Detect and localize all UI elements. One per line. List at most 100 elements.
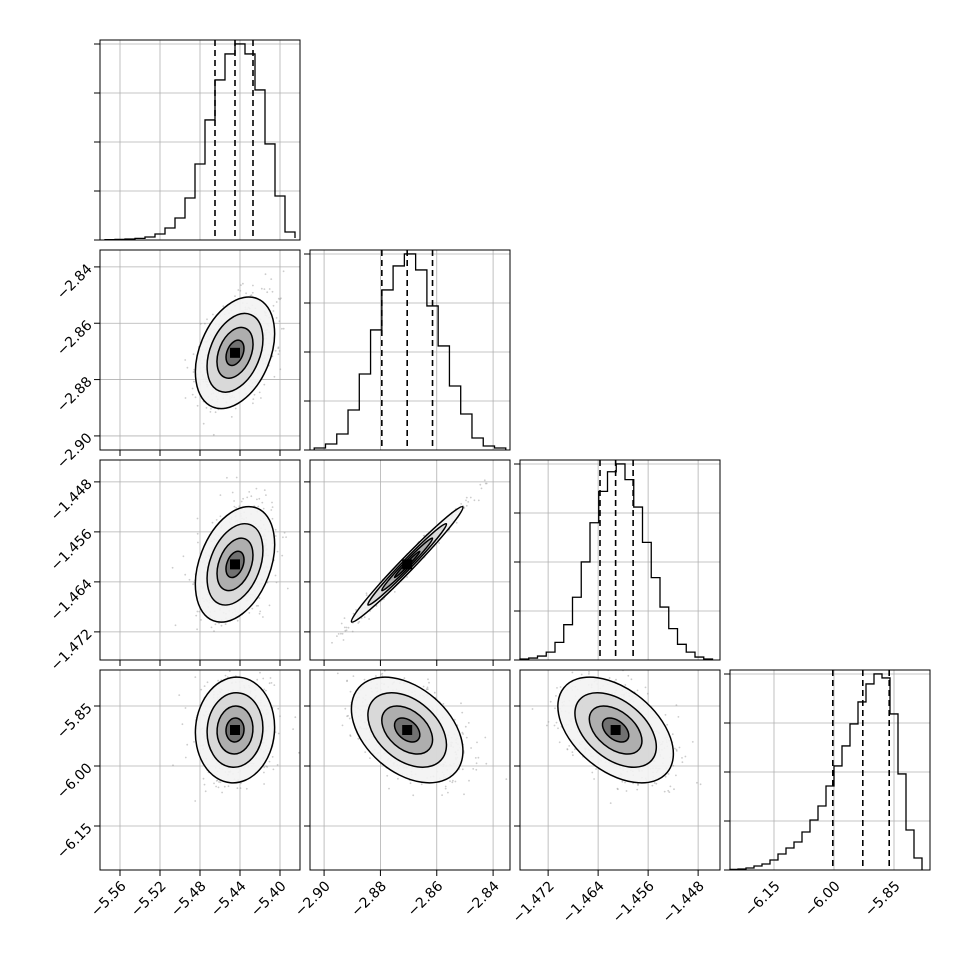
sample-point — [274, 528, 277, 531]
sample-point — [191, 393, 194, 396]
sample-point — [220, 624, 223, 627]
sample-point — [336, 635, 338, 637]
sample-point — [298, 751, 300, 754]
sample-point — [237, 289, 240, 291]
sample-point — [671, 733, 674, 736]
sample-point — [272, 310, 275, 312]
pair-panel-2-3 — [514, 669, 721, 876]
sample-point — [197, 541, 199, 544]
sample-point — [447, 791, 449, 794]
sample-point — [422, 534, 425, 537]
sample-point — [234, 295, 236, 297]
sample-point — [181, 723, 184, 726]
sample-point — [261, 501, 264, 504]
sample-point — [363, 616, 366, 619]
sample-point — [277, 297, 280, 300]
pair-panel-1-2 — [304, 459, 511, 666]
sample-point — [271, 506, 274, 508]
sample-point — [349, 735, 352, 737]
panel-content — [310, 656, 510, 870]
sample-point — [357, 622, 360, 624]
sample-point — [218, 781, 220, 783]
panel-frame — [729, 669, 931, 871]
panel-frame — [99, 669, 301, 871]
sample-point — [195, 614, 198, 617]
sample-point — [259, 671, 261, 674]
sample-point — [349, 690, 352, 693]
panel-frame — [99, 459, 301, 661]
panel-frame — [519, 459, 721, 661]
sample-point — [188, 578, 191, 581]
sample-point — [219, 515, 222, 518]
sample-point — [292, 728, 294, 730]
sample-point — [278, 320, 281, 322]
sample-point — [239, 787, 242, 789]
sample-point — [281, 554, 284, 557]
sample-point — [331, 641, 333, 644]
sample-point — [276, 550, 279, 553]
sample-point — [251, 607, 254, 610]
sample-point — [250, 294, 253, 297]
sample-point — [227, 785, 230, 788]
sample-point — [263, 383, 266, 386]
sample-point — [271, 517, 274, 520]
sample-point — [342, 639, 345, 641]
sample-point — [265, 494, 267, 496]
sample-point — [286, 587, 289, 590]
sample-point — [412, 794, 415, 797]
sample-point — [464, 725, 467, 728]
sample-point — [265, 765, 267, 768]
pair-panel-0-3 — [94, 669, 301, 876]
sample-point — [651, 784, 654, 787]
contour-3 — [225, 550, 245, 579]
sample-point — [451, 781, 454, 784]
panel-frame — [99, 39, 301, 241]
sample-point — [444, 785, 447, 788]
sample-point — [199, 322, 202, 325]
sample-point — [255, 487, 258, 490]
contour-2 — [216, 705, 254, 755]
sample-point — [409, 782, 412, 785]
sample-point — [282, 536, 284, 539]
sample-point — [196, 404, 199, 407]
sample-point — [268, 604, 271, 607]
sample-point — [184, 756, 187, 759]
contour-3 — [225, 339, 245, 367]
sample-point — [505, 778, 508, 780]
sample-point — [397, 777, 399, 780]
sample-point — [196, 610, 199, 613]
sample-point — [485, 762, 488, 765]
contour-1 — [206, 522, 264, 606]
sample-point — [248, 491, 251, 493]
sample-point — [274, 535, 277, 537]
sample-point — [234, 407, 237, 410]
panel-frame — [309, 459, 511, 661]
sample-point — [461, 768, 464, 771]
sample-point — [465, 736, 468, 739]
sample-point — [465, 499, 467, 502]
sample-point — [403, 677, 406, 680]
sample-point — [184, 397, 187, 399]
sample-point — [242, 497, 245, 500]
sample-point — [192, 353, 195, 355]
sample-point — [444, 787, 447, 790]
sample-point — [196, 517, 199, 520]
sample-point — [392, 656, 394, 658]
sample-point — [271, 756, 274, 758]
sample-point — [462, 733, 464, 735]
contour-2 — [381, 705, 434, 755]
panel-content — [100, 460, 300, 660]
sample-point — [477, 499, 480, 502]
histogram-step-2 — [519, 463, 714, 660]
sample-point — [433, 691, 436, 694]
density-peak — [230, 559, 240, 570]
sample-point — [251, 291, 254, 294]
sample-point — [222, 305, 225, 308]
sample-point — [258, 391, 261, 394]
sample-point — [272, 768, 275, 771]
sample-point — [275, 581, 278, 584]
sample-point — [572, 754, 574, 757]
sample-point — [341, 632, 344, 635]
sample-point — [236, 619, 239, 622]
sample-point — [336, 672, 339, 675]
